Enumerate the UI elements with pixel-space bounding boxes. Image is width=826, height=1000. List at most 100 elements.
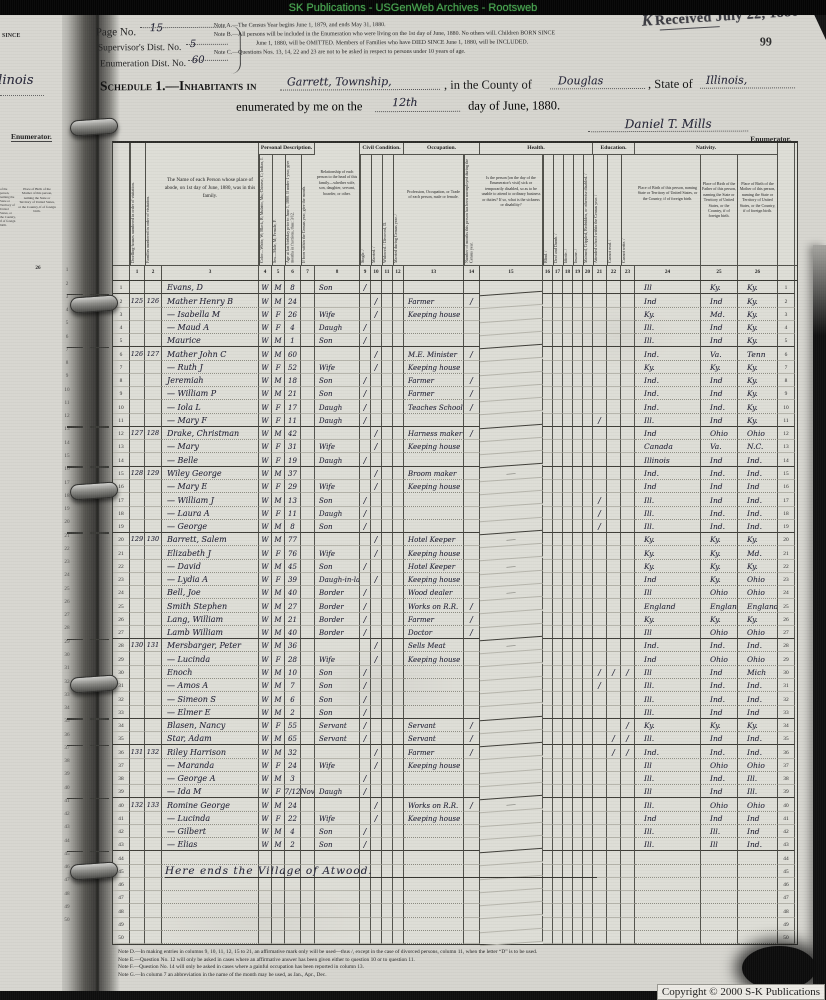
table-row: 31— Amos A W M 7 Son / / Ill. Ind. Ind. 31 — [113, 676, 797, 695]
cell-c: W — [259, 519, 272, 534]
cell-m12 — [393, 625, 404, 640]
cell-b: Ill — [635, 758, 701, 772]
cell-c: W — [259, 612, 272, 626]
cell-b: England — [635, 599, 701, 613]
cell-m12 — [393, 360, 404, 374]
cell-rel: Daugh — [315, 506, 360, 520]
cell-b19 — [573, 758, 583, 772]
cell-rel — [315, 798, 360, 812]
cell-s: F — [272, 546, 285, 560]
cell-mb: Ind. — [738, 639, 778, 653]
cell-n2: 28 — [778, 639, 795, 653]
cell-n2: 31 — [778, 678, 795, 693]
cell-occ — [404, 785, 464, 799]
table-row: 37— Maranda W F 24 Wife / Keeping house Ill Ohio… — [113, 756, 797, 775]
cell-d — [130, 281, 145, 295]
cell-a: 17 — [285, 400, 301, 414]
cell-fb: Ind — [701, 294, 738, 308]
cell-b20 — [583, 877, 593, 892]
cell-b19 — [573, 612, 583, 626]
cell-f — [145, 612, 162, 626]
note-g: Note G.—In column 7 an abbreviation in t… — [118, 971, 327, 978]
cell-occ: Keeping house — [404, 758, 464, 772]
cell-c: W — [259, 334, 272, 348]
cell-s9 — [360, 294, 371, 308]
header-married: Married. / — [371, 155, 382, 265]
cell-n2: 47 — [778, 891, 795, 905]
cell-b20 — [583, 904, 593, 918]
cell-b: Ill. — [635, 692, 701, 706]
binder-ring — [69, 294, 119, 314]
cell-rd — [607, 413, 621, 427]
cell-sch — [593, 360, 607, 374]
cell-a: 19 — [285, 453, 301, 467]
cell-m10 — [371, 771, 382, 786]
cell-b20 — [583, 891, 593, 905]
cell-rel — [315, 639, 360, 653]
cell-mo — [301, 745, 315, 759]
cell-f — [145, 771, 162, 786]
cell-b16 — [543, 745, 553, 759]
cell-rd — [607, 931, 621, 945]
cell-m10: / — [371, 426, 382, 441]
copyright-notice: Copyright © 2000 S-K Publications — [656, 984, 825, 1000]
cell-b20 — [583, 546, 593, 560]
cell-mb: Ohio — [738, 652, 778, 666]
cell-d — [130, 891, 145, 905]
cell-sch — [593, 320, 607, 335]
cell-d — [130, 519, 145, 534]
cell-wr — [621, 426, 635, 441]
cell-n: 3 — [113, 307, 130, 321]
cell-rd — [607, 466, 621, 480]
cell-name: Here ends the Village of Atwood. — [162, 864, 597, 878]
cell-s9: / — [360, 625, 371, 640]
cell-b19 — [573, 493, 583, 507]
cell-f — [145, 413, 162, 427]
cell-b: Ill — [635, 281, 701, 295]
cell-b18 — [563, 400, 573, 414]
cell-sch — [593, 838, 607, 852]
cell-rel — [315, 891, 360, 905]
cell-b17 — [553, 931, 563, 945]
cell-b — [635, 904, 701, 918]
cell-b20 — [583, 559, 593, 573]
cell-b18 — [563, 586, 573, 600]
county-label: , in the County of — [443, 77, 532, 92]
table-row: 3 — Isabella M W F 26 Wife / Keeping house Ky. Md… — [113, 305, 797, 323]
cell-s9 — [360, 758, 371, 772]
cell-a: 3 — [285, 771, 301, 786]
cell-rd — [607, 639, 621, 653]
cell-a: 40 — [285, 625, 301, 640]
cell-t14 — [464, 546, 480, 560]
cell-f — [145, 824, 162, 839]
cell-f — [145, 479, 162, 494]
cell-d: 127 — [130, 426, 145, 441]
cell-t14 — [464, 851, 480, 865]
cell-mo — [301, 479, 315, 494]
cell-mb: Ky. — [738, 559, 778, 573]
cell-b: Ill. — [635, 838, 701, 852]
cell-mb — [738, 904, 778, 918]
cell-mo — [301, 546, 315, 560]
cell-b19 — [573, 665, 583, 679]
cell-rel: Son — [315, 824, 360, 839]
cell-w11 — [382, 294, 393, 308]
cell-a: 11 — [285, 413, 301, 427]
cell-b16 — [543, 718, 553, 733]
cell-b: Ky. — [635, 612, 701, 626]
cell-s9: / — [360, 612, 371, 626]
cell-occ: Farmer — [404, 373, 464, 388]
cell-s: F — [272, 320, 285, 335]
cell-a: 42 — [285, 426, 301, 441]
cell-rel: Daugh — [315, 413, 360, 427]
cell-f — [145, 334, 162, 348]
cell-w11 — [382, 559, 393, 573]
cell-sch — [593, 851, 607, 865]
cell-mo — [301, 904, 315, 918]
cell-n2: 8 — [778, 373, 795, 388]
cell-b18 — [563, 931, 573, 945]
cell-t14: / — [464, 625, 480, 640]
table-row: 36 131 132 Riley Harrison W M 32/Farmer / / / Ind.… — [113, 743, 797, 761]
cell-fb: England — [701, 599, 738, 613]
cell-b17 — [553, 413, 563, 427]
